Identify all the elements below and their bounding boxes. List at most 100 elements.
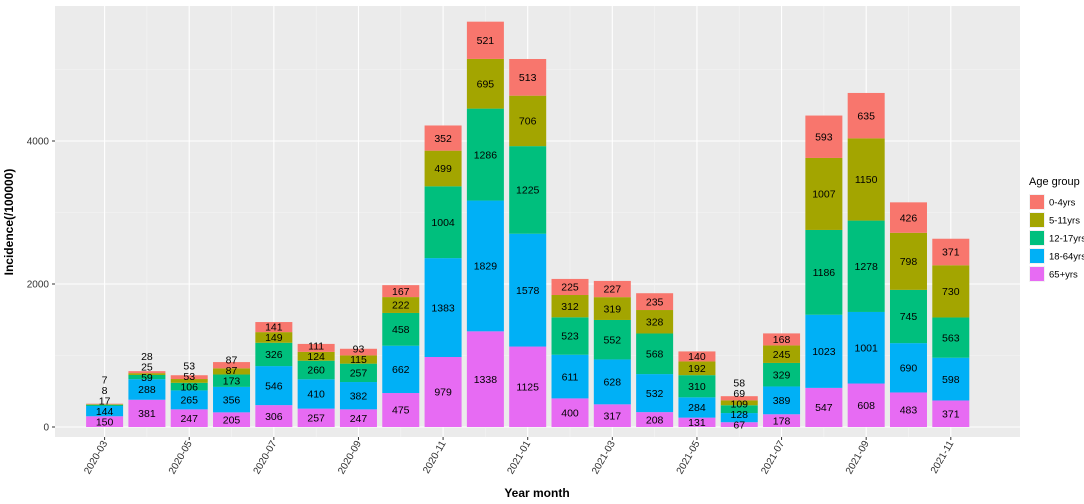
bar-value-label: 140 xyxy=(688,351,706,363)
legend-swatch-0-4yrs xyxy=(1030,195,1044,209)
bar-value-label: 28 xyxy=(141,351,153,363)
bar-segment-65+yrs xyxy=(763,414,801,427)
bar-value-label: 979 xyxy=(434,387,452,399)
bar-segment-0-4yrs xyxy=(86,403,124,405)
bar-value-label: 17 xyxy=(99,395,111,407)
bar-value-label: 1383 xyxy=(431,302,455,314)
bar-segment-5-11yrs xyxy=(509,95,547,147)
x-tick-label: 2021-11 xyxy=(929,439,957,476)
bar-segment-65+yrs xyxy=(720,422,758,427)
bar-value-label: 532 xyxy=(646,388,664,400)
bar-value-label: 67 xyxy=(733,419,745,431)
x-axis: 2020-03 2020-05 2020-07 2020-09 2020-11 2021-… xyxy=(82,437,957,477)
bar-value-label: 521 xyxy=(477,35,495,47)
bar-value-label: 611 xyxy=(562,371,579,383)
bar-segment-12-17yrs xyxy=(932,317,970,358)
bar-value-label: 260 xyxy=(307,365,325,377)
bar-value-label: 628 xyxy=(604,377,622,389)
bar-segment-0-4yrs xyxy=(297,343,335,352)
bar-segment-65+yrs xyxy=(847,383,885,427)
x-tick-label: 2021-09 xyxy=(844,439,872,477)
bar-segment-5-11yrs xyxy=(382,297,420,313)
legend-label-0-4yrs: 0-4yrs xyxy=(1049,198,1076,209)
bar-segment-0-4yrs xyxy=(889,202,927,233)
bar-segment-0-4yrs xyxy=(466,21,504,59)
bar-segment-5-11yrs xyxy=(86,404,124,405)
bar-segment-65+yrs xyxy=(593,404,631,427)
bar-value-label: 356 xyxy=(223,394,241,406)
bar-value-label: 1338 xyxy=(474,374,498,386)
bar-segment-65+yrs xyxy=(382,393,420,427)
x-tick-label: 2021-01 xyxy=(505,439,533,477)
bar-value-label: 1125 xyxy=(516,381,539,393)
bar-segment-18-64yrs xyxy=(128,379,166,400)
bar-value-label: 149 xyxy=(265,332,283,344)
bar-segment-5-11yrs xyxy=(551,295,589,318)
bar-value-label: 312 xyxy=(561,301,579,313)
bar-segment-18-64yrs xyxy=(593,359,631,405)
bar-segment-65+yrs xyxy=(128,399,166,427)
y-axis-title: Incidence(/100000) xyxy=(2,169,16,276)
y-tick-label: 2000 xyxy=(27,280,50,291)
bar-value-label: 410 xyxy=(307,389,325,401)
bar-segment-0-4yrs xyxy=(678,351,716,362)
bar-value-label: 1278 xyxy=(855,261,879,273)
bar-value-label: 798 xyxy=(900,256,918,268)
bar-segment-12-17yrs xyxy=(678,375,716,398)
bar-value-label: 7 xyxy=(102,374,108,386)
bar-value-label: 690 xyxy=(900,362,918,374)
legend-label-5-11yrs: 5-11yrs xyxy=(1049,216,1080,227)
bar-value-label: 106 xyxy=(180,381,198,393)
bar-value-label: 1578 xyxy=(516,285,540,297)
bar-value-label: 192 xyxy=(688,363,706,375)
bar-segment-12-17yrs xyxy=(255,342,293,367)
bar-value-label: 730 xyxy=(942,286,960,298)
legend-label-18-64yrs: 18-64yrs xyxy=(1049,252,1084,263)
bar-segment-18-64yrs xyxy=(805,314,843,388)
bar-value-label: 225 xyxy=(561,282,579,294)
bar-value-label: 168 xyxy=(773,334,791,346)
legend-title: Age group xyxy=(1029,176,1080,188)
bar-value-label: 222 xyxy=(392,300,410,312)
bar-segment-12-17yrs xyxy=(213,374,251,387)
bar-value-label: 326 xyxy=(265,349,283,361)
bar-segment-5-11yrs xyxy=(678,361,716,376)
bar-segment-18-64yrs xyxy=(170,390,208,410)
bar-segment-0-4yrs xyxy=(128,371,166,374)
bar-segment-5-11yrs xyxy=(213,368,251,375)
bar-segment-65+yrs xyxy=(170,409,208,427)
bar-segment-18-64yrs xyxy=(297,379,335,409)
bar-value-label: 245 xyxy=(773,349,791,361)
bar-value-label: 499 xyxy=(434,163,452,175)
bar-segment-18-64yrs xyxy=(678,397,716,418)
bar-value-label: 400 xyxy=(561,407,579,419)
bar-segment-0-4yrs xyxy=(551,278,589,296)
bar-value-label: 8 xyxy=(102,385,108,397)
bar-value-label: 475 xyxy=(392,405,410,417)
bar-value-label: 317 xyxy=(604,410,622,422)
bar-segment-65+yrs xyxy=(509,346,547,427)
x-tick-label: 2021-07 xyxy=(759,439,787,477)
bar-value-label: 547 xyxy=(815,402,833,414)
bar-value-label: 352 xyxy=(434,133,452,145)
bar-segment-12-17yrs xyxy=(297,360,335,380)
bar-value-label: 695 xyxy=(477,78,495,90)
bar-value-label: 178 xyxy=(773,415,791,427)
bar-segment-12-17yrs xyxy=(847,220,885,312)
bar-value-label: 208 xyxy=(646,414,664,426)
bar-value-label: 382 xyxy=(350,390,368,402)
y-tick-label: 0 xyxy=(43,423,49,434)
bar-value-label: 53 xyxy=(183,371,195,383)
y-axis: 0 2000 4000 xyxy=(27,137,55,434)
bar-value-label: 87 xyxy=(226,365,238,377)
bar-segment-0-4yrs xyxy=(763,333,801,346)
bar-segment-12-17yrs xyxy=(720,405,758,414)
bar-segment-12-17yrs xyxy=(170,382,208,391)
x-axis-title: Year month xyxy=(504,486,569,500)
bar-value-label: 128 xyxy=(730,409,748,421)
bar-segment-5-11yrs xyxy=(255,332,293,343)
bar-value-label: 58 xyxy=(733,377,745,389)
bar-segment-0-4yrs xyxy=(720,396,758,401)
bar-segment-12-17yrs xyxy=(466,108,504,201)
